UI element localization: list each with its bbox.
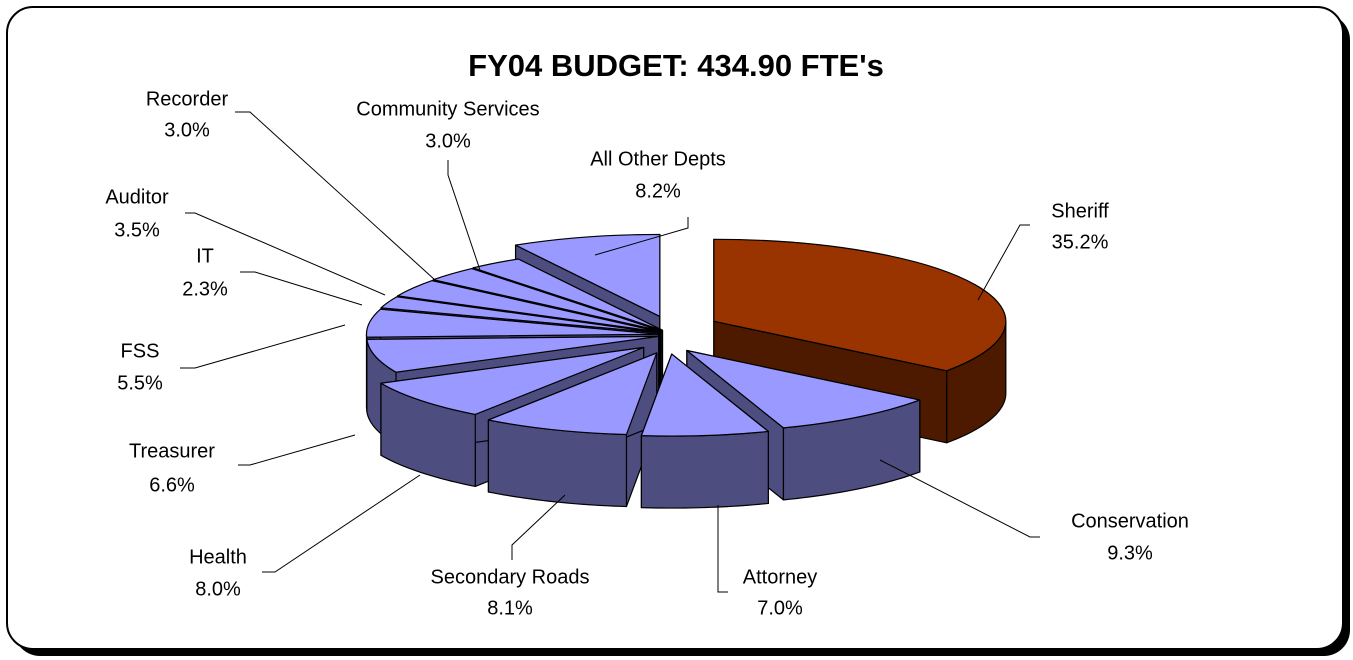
leader-line xyxy=(238,434,356,466)
slice-value-label: 2.3% xyxy=(182,278,228,300)
slice-value-label: 35.2% xyxy=(1052,231,1109,253)
slice xyxy=(365,308,660,338)
frame xyxy=(6,6,1344,650)
leader-line xyxy=(262,474,421,573)
leader-line xyxy=(977,224,1030,301)
slice-value-label: 3.5% xyxy=(114,219,160,241)
slice-label: Health xyxy=(189,546,247,568)
slice-label: All Other Depts xyxy=(590,148,726,170)
leader-line xyxy=(240,271,363,306)
leader-line xyxy=(180,324,346,369)
leader-line xyxy=(185,212,386,296)
slice-label: Treasurer xyxy=(129,440,215,462)
slice-label: Conservation xyxy=(1071,510,1189,532)
slice xyxy=(713,238,1007,372)
slice-value-label: 8.0% xyxy=(195,578,241,600)
slice xyxy=(487,352,658,436)
slice xyxy=(380,296,660,334)
slice-value-label: 6.6% xyxy=(149,474,195,496)
leader-line xyxy=(447,160,481,271)
slice xyxy=(472,258,664,331)
slice-value-label: 3.0% xyxy=(425,130,471,152)
leader-line xyxy=(235,111,436,281)
leader-line xyxy=(511,494,566,560)
slice-value-label: 5.5% xyxy=(117,372,163,394)
slice xyxy=(432,267,662,332)
slice-value-label: 8.2% xyxy=(635,180,681,202)
slice-value-label: 9.3% xyxy=(1107,542,1153,564)
slice-label: IT xyxy=(196,245,214,267)
slice xyxy=(366,335,660,373)
slice-label: Sheriff xyxy=(1051,200,1109,222)
slice-label: Community Services xyxy=(356,98,539,120)
leader-line xyxy=(879,459,1040,538)
slice xyxy=(640,353,769,437)
slice xyxy=(514,233,661,318)
slice-label: Recorder xyxy=(146,88,229,110)
slice-value-label: 7.0% xyxy=(757,597,803,619)
slice xyxy=(397,280,661,333)
chart-title: FY04 BUDGET: 434.90 FTE's xyxy=(468,48,884,83)
slice-label: Attorney xyxy=(743,566,817,588)
leader-line xyxy=(717,505,728,593)
slice-label: Auditor xyxy=(105,186,169,208)
slice-value-label: 3.0% xyxy=(164,119,210,141)
slice-wall xyxy=(640,430,769,509)
slice-label: FSS xyxy=(121,340,160,362)
slice-label: Secondary Roads xyxy=(431,566,590,588)
slice xyxy=(380,346,645,416)
leader-line xyxy=(594,217,689,256)
slice-value-label: 8.1% xyxy=(487,597,533,619)
slice xyxy=(686,349,921,429)
